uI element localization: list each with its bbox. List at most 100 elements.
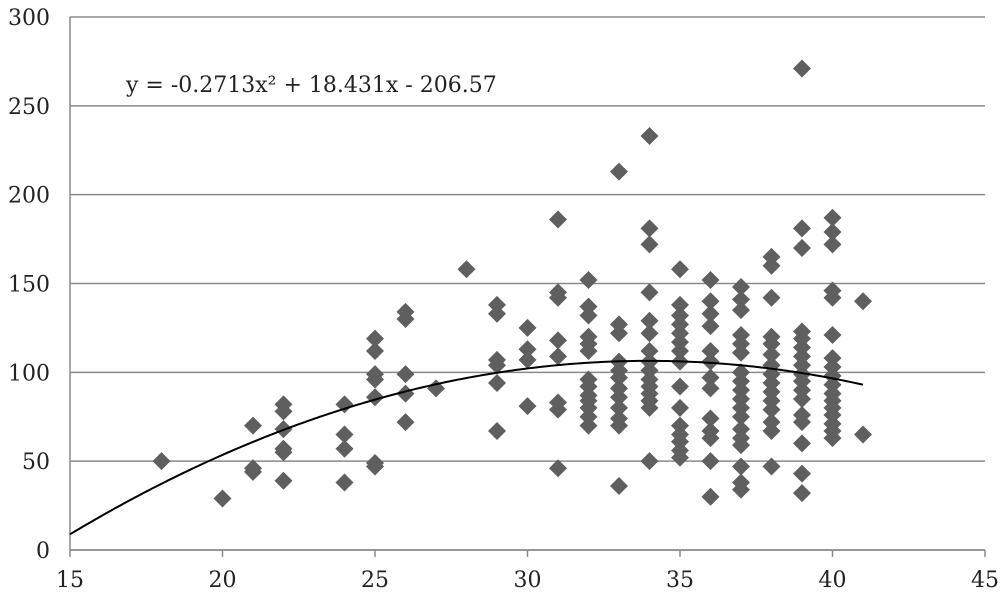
gridlines	[70, 16, 985, 551]
data-point	[793, 413, 811, 432]
data-point	[610, 398, 628, 417]
data-point	[671, 377, 689, 396]
data-point	[732, 436, 750, 455]
data-point	[488, 356, 506, 375]
data-point	[823, 429, 842, 448]
data-point	[274, 471, 293, 490]
data-point	[244, 462, 262, 481]
data-point	[366, 457, 384, 476]
x-tick-label: 35	[666, 568, 694, 593]
data-point	[549, 331, 567, 350]
data-point	[610, 388, 628, 407]
data-point	[640, 235, 659, 254]
data-point	[457, 260, 476, 279]
data-point	[640, 219, 659, 238]
data-point	[640, 324, 659, 343]
y-axis-tick-labels: 0 50 100 150 200 250 300	[8, 6, 50, 564]
data-point	[762, 421, 781, 440]
axes	[69, 17, 986, 557]
x-tick-label: 30	[514, 568, 542, 593]
data-point	[823, 288, 842, 307]
trendline-equation: y = -0.2713x² + 18.431x - 206.57	[125, 73, 497, 98]
y-tick-label: 150	[8, 273, 50, 298]
data-point	[274, 402, 293, 421]
data-point	[793, 434, 811, 453]
data-point	[640, 311, 659, 330]
data-point	[762, 345, 781, 364]
data-point	[732, 343, 750, 362]
data-point	[732, 278, 750, 297]
data-point	[366, 329, 384, 348]
data-point	[335, 395, 354, 414]
data-point	[854, 425, 872, 444]
data-points	[152, 59, 872, 508]
y-tick-label: 200	[8, 184, 50, 209]
data-point	[671, 342, 689, 361]
data-point	[671, 295, 689, 314]
data-point	[579, 416, 598, 435]
y-tick-label: 50	[22, 450, 50, 475]
trendline	[69, 359, 864, 536]
data-point	[549, 347, 567, 366]
data-point	[518, 397, 537, 416]
data-point	[396, 413, 415, 432]
data-point	[732, 480, 750, 499]
data-point	[640, 283, 659, 302]
data-point	[152, 452, 171, 471]
data-point	[518, 350, 537, 369]
data-point	[610, 416, 628, 435]
data-point	[823, 326, 842, 345]
data-point	[701, 368, 720, 387]
data-point	[549, 210, 567, 229]
data-point	[518, 318, 537, 337]
data-point	[579, 306, 598, 325]
x-tick-label: 15	[56, 568, 84, 593]
data-point	[549, 400, 567, 419]
data-point	[335, 439, 354, 458]
data-point	[274, 443, 293, 462]
data-point	[396, 310, 415, 329]
x-tick-label: 40	[819, 568, 847, 593]
data-point	[701, 352, 720, 371]
data-point	[701, 304, 720, 323]
x-tick-label: 20	[209, 568, 237, 593]
data-point	[701, 342, 720, 361]
data-point	[579, 342, 598, 361]
data-point	[671, 398, 689, 417]
data-point	[732, 301, 750, 320]
data-point	[335, 425, 354, 444]
data-point	[762, 334, 781, 353]
data-point	[762, 288, 781, 307]
data-point	[396, 365, 415, 384]
data-point	[640, 398, 659, 417]
data-point	[518, 340, 537, 359]
data-point	[610, 162, 628, 181]
data-point	[366, 342, 384, 361]
data-point	[488, 421, 506, 440]
data-point	[640, 342, 659, 361]
data-point	[701, 270, 720, 289]
data-point	[732, 407, 750, 426]
data-point	[701, 452, 720, 471]
data-point	[610, 477, 628, 496]
data-point	[701, 429, 720, 448]
data-point	[823, 222, 842, 241]
data-point	[640, 127, 659, 146]
data-point	[793, 238, 811, 257]
data-point	[732, 290, 750, 309]
data-point	[671, 448, 689, 467]
data-point	[213, 489, 232, 508]
data-point	[335, 473, 354, 492]
data-point	[366, 370, 384, 389]
data-point	[671, 260, 689, 279]
data-point	[793, 484, 811, 503]
data-point	[793, 464, 811, 483]
data-point	[793, 389, 811, 408]
y-tick-label: 300	[8, 6, 50, 31]
data-point	[793, 219, 811, 238]
data-point	[244, 416, 262, 435]
x-tick-label: 25	[361, 568, 389, 593]
data-point	[823, 235, 842, 254]
x-tick-label: 45	[971, 568, 999, 593]
